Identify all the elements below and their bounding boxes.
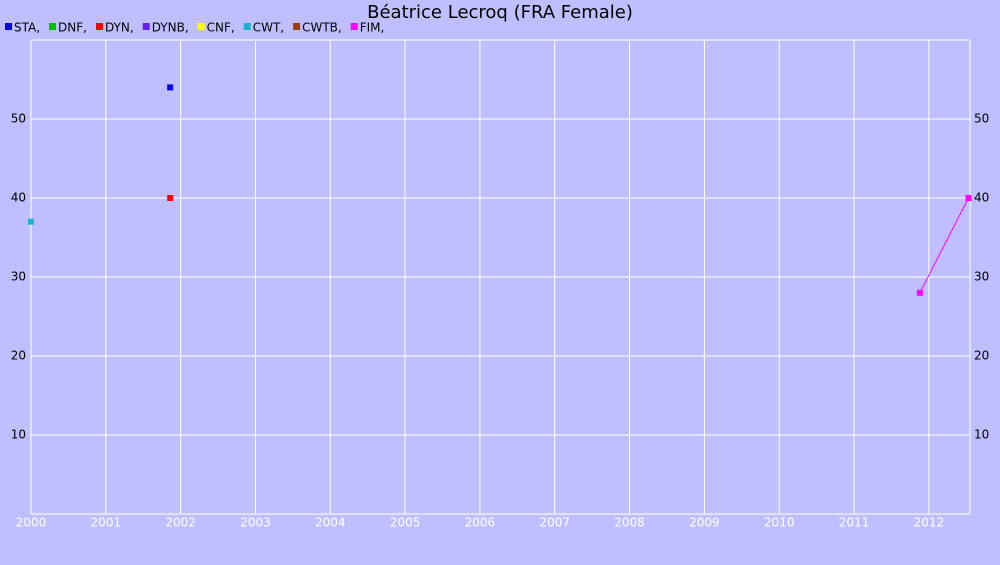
y-tick-label: 20 [11,349,26,363]
y-tick-label: 30 [974,270,989,284]
legend-swatch [293,23,301,30]
legend-swatch [350,23,358,30]
legend-label: DYNB, [152,21,189,35]
x-tick-label: 2007 [539,516,570,530]
legend-label: CWTB, [302,21,342,35]
x-tick-label: 2006 [465,516,496,530]
series-line [919,197,969,294]
x-tick-label: 2010 [764,516,795,530]
y-tick-label: 50 [11,112,26,126]
x-tick-label: 2005 [390,516,421,530]
data-point [167,195,174,201]
data-point [916,289,923,296]
x-tick-label: 2002 [165,516,196,530]
legend-label: DYN, [105,21,134,35]
legend-swatch [142,23,150,30]
legend-label: CNF, [207,21,235,35]
legend-label: STA, [14,21,40,35]
data-point [28,218,34,225]
x-tick-label: 2003 [240,516,271,530]
y-tick-label: 50 [974,112,989,126]
data-point [167,84,174,91]
legend-swatch [95,23,103,30]
x-tick-label: 2004 [315,516,346,530]
y-tick-label: 20 [974,349,989,363]
data-point [965,195,972,201]
y-tick-label: 40 [974,191,989,205]
y-tick-label: 40 [11,191,26,205]
x-tick-label: 2011 [839,516,870,530]
legend-swatch [49,23,57,30]
legend-label: DNF, [58,21,87,35]
chart-title: Béatrice Lecroq (FRA Female) [367,2,633,23]
x-tick-label: 2008 [614,516,645,530]
legend-swatch [243,23,251,30]
legend-label: CWT, [253,21,284,35]
x-tick-label: 2012 [914,516,945,530]
y-tick-label: 30 [11,270,26,284]
y-tick-label: 10 [11,428,26,442]
legend-label: FIM, [360,21,385,35]
x-tick-label: 2000 [16,516,47,530]
legend-swatch [5,23,12,30]
legend-swatch [197,23,205,30]
x-tick-label: 2001 [91,516,122,530]
y-tick-label: 10 [974,428,989,442]
x-tick-label: 2009 [689,516,720,530]
